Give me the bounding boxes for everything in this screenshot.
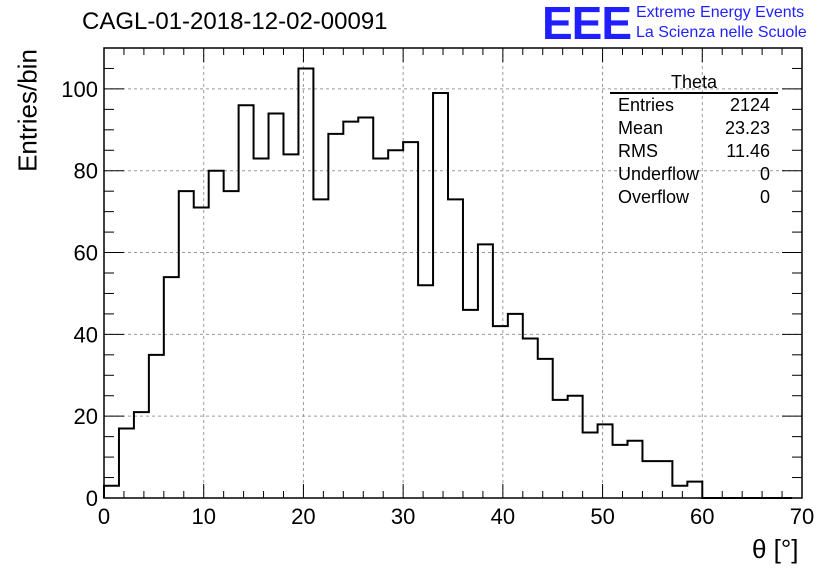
y-tick-label: 20	[74, 404, 98, 429]
stats-title: Theta	[610, 72, 778, 94]
histogram-bin	[104, 486, 119, 498]
y-tick-label: 0	[86, 486, 98, 511]
histogram-bin	[553, 400, 568, 498]
histogram-bin	[657, 461, 672, 498]
stats-row-rms: RMS 11.46	[610, 140, 778, 163]
histogram-bin	[687, 482, 702, 498]
histogram-bin	[388, 150, 403, 498]
stats-label: RMS	[618, 141, 658, 161]
histogram-bin	[672, 486, 687, 498]
histogram-bin	[239, 105, 254, 498]
tick-labels: 0 10 20 30 40 50 60 70 0 20 40 60 80 100	[61, 77, 814, 529]
eee-logo-mark: EEE	[542, 0, 632, 49]
histogram-bin	[164, 277, 179, 498]
histogram-bin	[508, 314, 523, 498]
histogram-bin	[628, 441, 643, 498]
stats-row-underflow: Underflow 0	[610, 163, 778, 186]
histogram-bin	[568, 396, 583, 498]
y-tick-label: 60	[74, 241, 98, 266]
stats-value: 2124	[729, 95, 770, 115]
histogram-bin	[538, 359, 553, 498]
axis-ticks	[103, 47, 803, 499]
histogram-bin	[478, 244, 493, 498]
histogram-bin	[642, 461, 657, 498]
stats-label: Underflow	[618, 164, 700, 184]
stats-value: 0	[759, 187, 770, 207]
x-tick-label: 60	[690, 504, 714, 529]
histogram-bin	[343, 122, 358, 498]
histogram-bin	[598, 424, 613, 498]
histogram-bin	[403, 142, 418, 498]
y-tick-label: 80	[74, 159, 98, 184]
x-tick-label: 50	[590, 504, 614, 529]
eee-logo-line2: La Scienza nelle Scuole	[636, 24, 807, 41]
histogram-bin	[298, 68, 313, 498]
histogram-bin	[149, 355, 164, 498]
histogram-bin	[583, 433, 598, 498]
histogram-bin	[448, 199, 463, 498]
histogram-bin	[613, 445, 628, 498]
histogram-bin	[358, 118, 373, 498]
grid-lines	[104, 48, 802, 498]
stats-row-overflow: Overflow 0	[610, 186, 778, 209]
x-tick-label: 20	[291, 504, 315, 529]
histogram-bin	[328, 134, 343, 498]
histogram-bin	[269, 113, 284, 498]
histogram-bin	[493, 326, 508, 498]
histogram-bin	[418, 285, 433, 498]
stats-value: 0	[759, 164, 770, 184]
histogram-bin	[433, 93, 448, 498]
stats-row-mean: Mean 23.23	[610, 117, 778, 140]
stats-value: 23.23	[724, 118, 770, 138]
x-tick-label: 0	[98, 504, 110, 529]
stats-box: Theta Entries 2124 Mean 23.23 RMS 11.46 …	[610, 72, 778, 209]
histogram-bin	[224, 191, 239, 498]
y-axis-label: Entries/bin	[12, 49, 43, 172]
y-tick-label: 40	[74, 322, 98, 347]
stats-label: Mean	[618, 118, 664, 138]
x-tick-label: 10	[191, 504, 215, 529]
histogram-bin	[179, 191, 194, 498]
histogram-bin	[254, 158, 269, 498]
histogram-outline	[103, 67, 793, 499]
histogram-bin	[523, 338, 538, 498]
histogram-bin	[194, 208, 209, 498]
histogram-bin	[373, 158, 388, 498]
plot-title: CAGL-01-2018-12-02-00091	[82, 8, 388, 35]
histogram-series	[103, 67, 793, 499]
x-axis-label: θ [°]	[752, 534, 799, 564]
x-tick-label: 30	[391, 504, 415, 529]
stats-label: Entries	[618, 95, 675, 115]
stats-row-entries: Entries 2124	[610, 94, 778, 117]
x-tick-label: 70	[790, 504, 814, 529]
histogram-bin	[283, 154, 298, 498]
histogram-bin	[134, 412, 149, 498]
eee-logo-line1: Extreme Energy Events	[636, 4, 805, 21]
histogram-bin	[209, 171, 224, 498]
stats-value: 11.46	[726, 141, 770, 161]
histogram-bin	[463, 310, 478, 498]
histogram-bin	[313, 199, 328, 498]
stats-label: Overflow	[618, 187, 690, 207]
y-tick-label: 100	[61, 77, 98, 102]
x-tick-label: 40	[491, 504, 515, 529]
histogram-bin	[119, 428, 134, 498]
